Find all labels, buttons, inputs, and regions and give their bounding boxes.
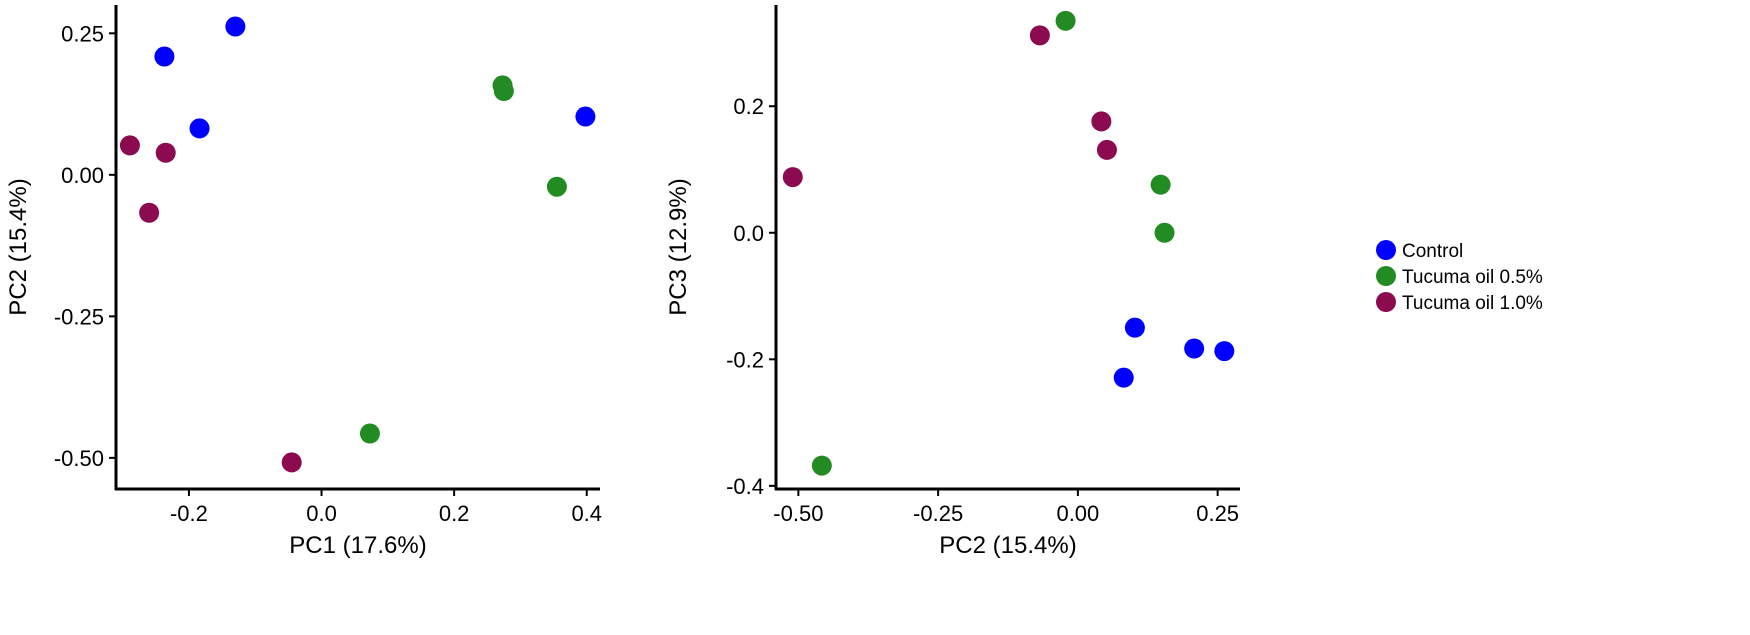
data-point <box>1214 341 1235 362</box>
data-point <box>155 142 176 163</box>
data-point <box>782 167 803 188</box>
panel-pc1-pc2: -0.2 0.0 0.2 0.4 -0.50 -0.25 0.00 0.25 PC1 (17.6… <box>5 5 602 559</box>
x-tick-label: -0.50 <box>773 501 823 526</box>
data-point <box>225 16 246 37</box>
legend-marker <box>1376 292 1396 312</box>
y-tick-label: -0.25 <box>54 304 104 329</box>
legend-label: Tucuma oil 0.5% <box>1402 267 1543 288</box>
data-point <box>1091 111 1112 132</box>
data-point <box>119 135 140 156</box>
data-point <box>811 455 832 476</box>
y-tick-label: -0.50 <box>54 446 104 471</box>
legend-marker <box>1376 266 1396 286</box>
data-point <box>1184 338 1205 359</box>
x-tick-label: -0.25 <box>913 501 963 526</box>
x-tick-label: 0.0 <box>306 501 337 526</box>
data-point <box>359 423 380 444</box>
panel-pc2-pc3: -0.50 -0.25 0.00 0.25 -0.4 -0.2 0.0 0.2 PC2 (15.… <box>665 5 1240 559</box>
legend-label: Tucuma oil 1.0% <box>1402 293 1543 314</box>
data-point <box>1150 174 1171 195</box>
y-axis-title: PC3 (12.9%) <box>665 178 692 315</box>
x-axis-title: PC1 (17.6%) <box>289 532 426 559</box>
x-tick-label: 0.25 <box>1196 501 1239 526</box>
x-axis-title: PC2 (15.4%) <box>939 532 1076 559</box>
legend: Control Tucuma oil 0.5% Tucuma oil 1.0% <box>1376 240 1543 314</box>
data-point <box>189 118 210 139</box>
y-axis-title: PC2 (15.4%) <box>5 178 32 315</box>
x-tick-label: -0.2 <box>170 501 208 526</box>
data-point <box>1029 25 1050 46</box>
x-tick-label: 0.00 <box>1056 501 1099 526</box>
data-point <box>1096 139 1117 160</box>
data-point <box>1055 10 1076 31</box>
x-tick-label: 0.2 <box>439 501 470 526</box>
data-point <box>493 81 514 102</box>
data-point <box>139 202 160 223</box>
y-tick-label: 0.00 <box>61 163 104 188</box>
y-tick-label: -0.2 <box>726 347 764 372</box>
data-point <box>1113 367 1134 388</box>
data-point <box>1124 317 1145 338</box>
data-point <box>154 46 175 67</box>
data-point <box>1154 222 1175 243</box>
data-point <box>575 106 596 127</box>
y-tick-label: 0.2 <box>733 94 764 119</box>
data-point <box>281 452 302 473</box>
x-tick-label: 0.4 <box>571 501 602 526</box>
y-tick-label: -0.4 <box>726 474 764 499</box>
y-tick-label: 0.25 <box>61 21 104 46</box>
legend-marker <box>1376 240 1396 260</box>
data-point <box>546 176 567 197</box>
legend-label: Control <box>1402 241 1463 262</box>
y-tick-label: 0.0 <box>733 221 764 246</box>
